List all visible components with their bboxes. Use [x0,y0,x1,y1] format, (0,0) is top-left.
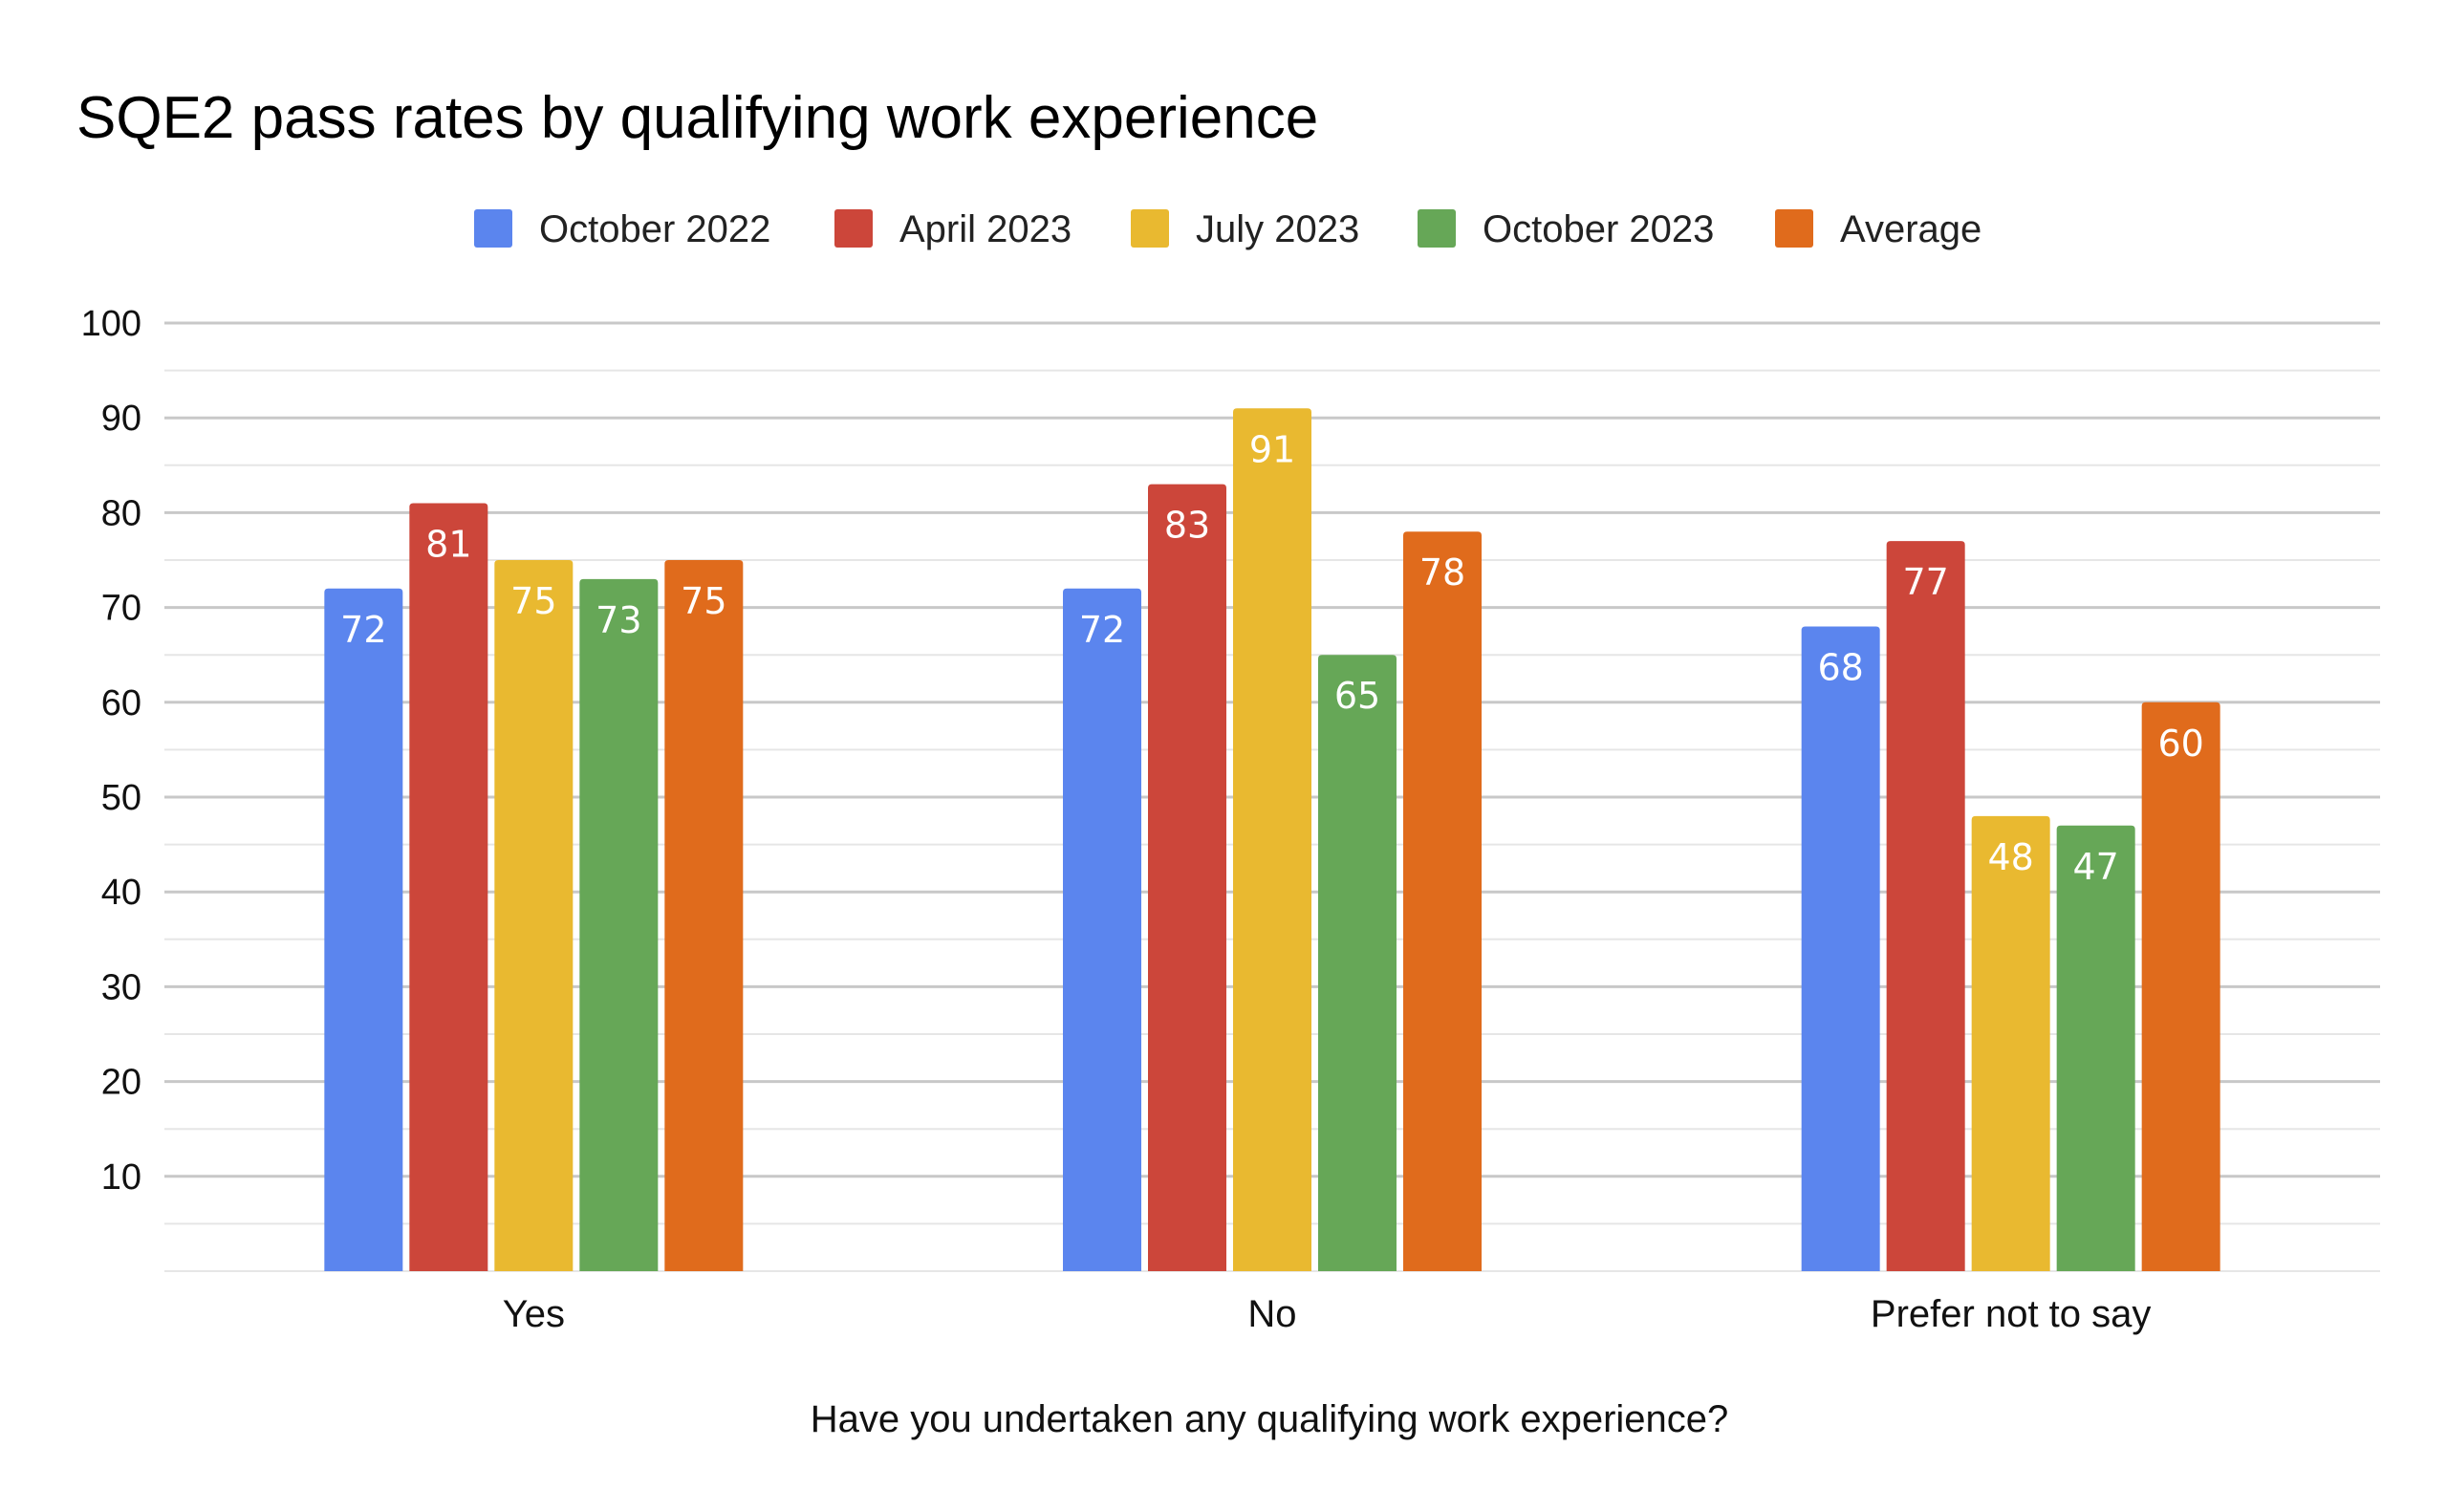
data-label: 60 [2157,723,2203,765]
bar [1148,484,1226,1271]
y-tick-label: 20 [101,1063,141,1103]
data-label: 77 [1902,561,1948,603]
bar [409,503,488,1271]
data-label: 81 [425,523,471,565]
bar [664,560,744,1271]
y-tick-label: 90 [101,399,141,439]
data-label: 72 [1079,609,1125,651]
x-axis-label: Have you undertaken any qualifying work … [811,1398,1729,1440]
legend-swatch [1418,209,1456,248]
y-tick-label: 70 [101,589,141,629]
bar [1403,531,1482,1271]
data-label: 47 [2072,846,2118,888]
y-tick-label: 50 [101,778,141,818]
legend-label: July 2023 [1196,208,1359,250]
bar [1886,541,1965,1271]
data-label: 72 [340,609,386,651]
y-axis-ticks: 10 20 30 40 50 60 70 80 90 100 [81,304,141,1198]
bar [2141,702,2220,1271]
y-tick-label: 30 [101,967,141,1007]
x-axis-ticks: Yes No Prefer not to say [503,1293,2152,1335]
bar [1318,655,1397,1271]
data-label: 91 [1249,428,1295,470]
y-tick-label: 80 [101,493,141,533]
bar [1971,815,2050,1271]
data-label: 78 [1419,551,1465,594]
data-label: 73 [596,599,641,641]
x-tick-label: Prefer not to say [1871,1293,2151,1335]
x-tick-label: No [1247,1293,1296,1335]
y-tick-label: 100 [81,304,141,344]
legend-label: October 2023 [1483,208,1714,250]
data-labels: 72 81 75 73 75 72 83 91 65 78 68 77 48 47 60 [340,428,2204,887]
bar [579,578,659,1271]
x-tick-label: Yes [503,1293,565,1335]
data-label: 65 [1334,675,1380,717]
legend-label: April 2023 [899,208,1072,250]
data-label: 83 [1164,505,1210,547]
legend-swatch [474,209,512,248]
bar [1801,626,1880,1271]
legend-label: Average [1840,208,1981,250]
bars [324,408,2220,1271]
chart-title: SQE2 pass rates by qualifying work exper… [76,85,1318,151]
data-label: 68 [1817,646,1863,688]
data-label: 48 [1987,836,2033,878]
bar [494,560,574,1271]
bar [1063,588,1141,1271]
data-label: 75 [510,580,556,622]
legend-label: October 2022 [539,208,770,250]
legend: October 2022 April 2023 July 2023 October 2… [474,208,1981,250]
bar [324,588,403,1271]
legend-swatch [1775,209,1813,248]
y-tick-label: 60 [101,683,141,724]
data-label: 75 [681,580,726,622]
legend-swatch [834,209,873,248]
bar [2056,825,2135,1271]
y-tick-label: 40 [101,873,141,913]
legend-swatch [1131,209,1169,248]
bar [1233,408,1311,1271]
y-tick-label: 10 [101,1157,141,1198]
